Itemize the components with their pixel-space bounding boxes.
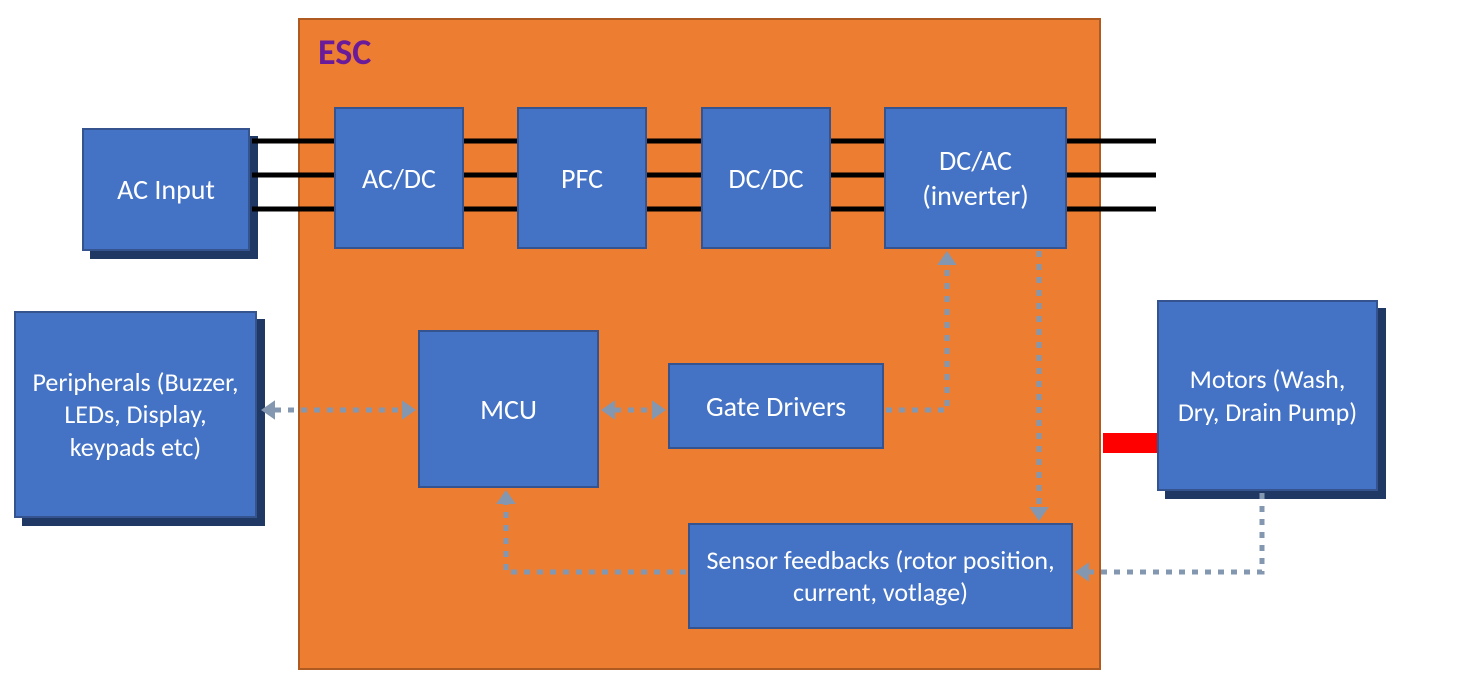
dcac-inverter-block: DC/AC (inverter) [884,107,1067,249]
sensor-feedbacks-block: Sensor feedbacks (rotor position, curren… [688,523,1073,629]
esc-label: ESC [298,18,1101,78]
mcu-block: MCU [418,330,599,488]
ac-input-block: AC Input [82,128,250,251]
dcdc-block: DC/DC [701,107,831,249]
acdc-block: AC/DC [334,107,464,249]
motors-block: Motors (Wash, Dry, Drain Pump) [1157,300,1378,491]
pfc-block: PFC [517,107,647,249]
motors-connector [1103,433,1157,453]
peripherals-block: Peripherals (Buzzer, LEDs, Display, keyp… [14,311,257,518]
gate-drivers-block: Gate Drivers [668,363,884,449]
